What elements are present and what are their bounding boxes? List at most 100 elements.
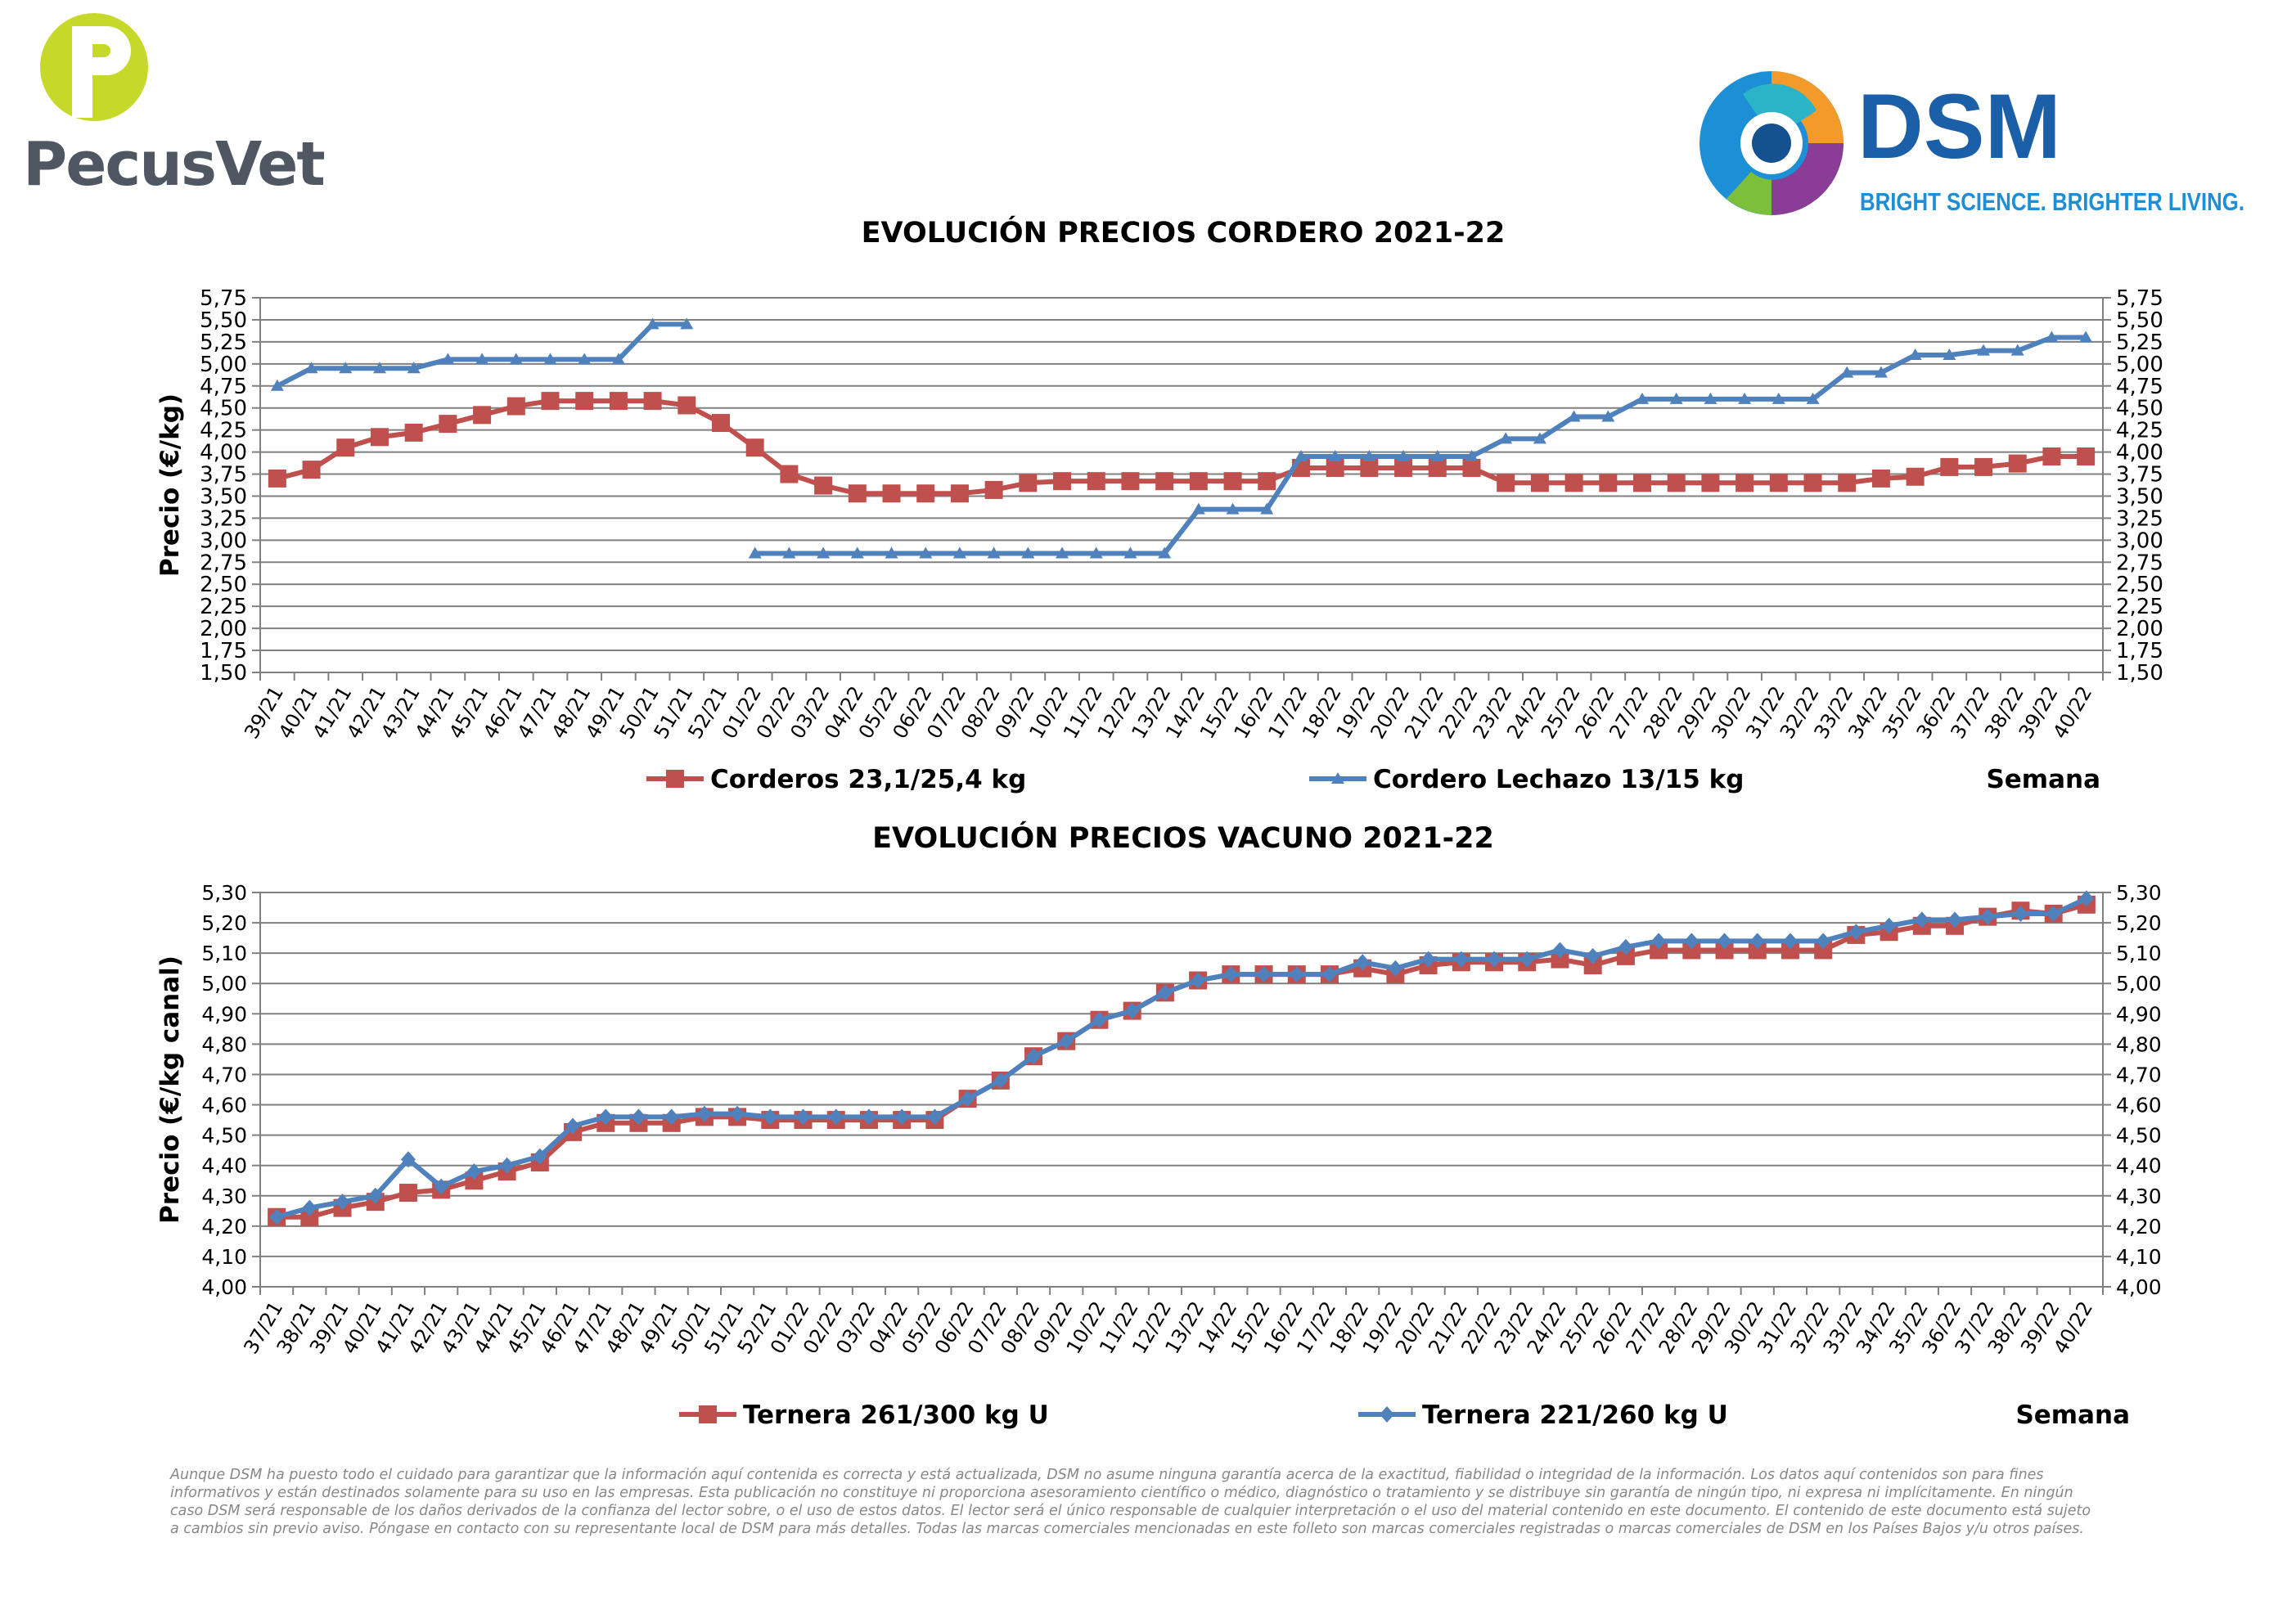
data-point (1191, 972, 1206, 989)
data-point (1636, 392, 1649, 404)
legend-label: Cordero Lechazo 13/15 kg (1373, 765, 1744, 794)
data-point (336, 438, 355, 457)
data-point (1123, 546, 1137, 559)
data-point (712, 414, 730, 433)
data-point (499, 1157, 515, 1174)
y-tick-label: 4,00 (200, 441, 247, 465)
data-point (611, 353, 625, 365)
y-tick-label: 1,75 (200, 639, 247, 663)
data-point (1355, 954, 1371, 971)
legend-label: Corderos 23,1/25,4 kg (710, 765, 1026, 794)
data-point (1258, 472, 1276, 491)
data-point (1056, 546, 1069, 559)
y-tick-label-right: 5,75 (2116, 286, 2163, 311)
y-tick-label: 4,40 (201, 1154, 247, 1178)
legend-item: Ternera 261/300 kg U (679, 1400, 1049, 1430)
data-point (817, 546, 831, 559)
data-point (1294, 449, 1308, 461)
data-point (1453, 951, 1469, 968)
data-point (782, 546, 796, 559)
data-point (894, 1108, 910, 1126)
dsm-logo: DSM BRIGHT SCIENCE. BRIGHTER LIVING. (1699, 71, 2244, 216)
data-point (850, 546, 864, 559)
data-point (1289, 966, 1304, 983)
data-point (1059, 1032, 1074, 1050)
legend-label: Ternera 261/300 kg U (743, 1400, 1049, 1430)
data-point (1840, 366, 1854, 378)
y-tick-label-right: 5,30 (2116, 881, 2162, 905)
x-axis-label: Semana (1986, 765, 2100, 794)
data-point (1769, 474, 1788, 492)
data-point (2008, 454, 2027, 473)
data-point (993, 1072, 1008, 1089)
data-point (598, 1108, 614, 1126)
y-tick-label: 4,70 (201, 1063, 247, 1086)
y-tick-label-right: 2,25 (2116, 595, 2163, 619)
y-tick-label: 4,75 (200, 375, 247, 399)
data-point (1053, 472, 1072, 491)
y-tick-label-right: 3,50 (2116, 484, 2163, 509)
y-tick-label-right: 1,75 (2116, 639, 2163, 663)
y-tick-label: 2,00 (200, 617, 247, 641)
y-tick-label: 4,10 (201, 1245, 247, 1269)
y-tick-label-right: 4,50 (2116, 397, 2163, 421)
y-tick-label-right: 5,20 (2116, 911, 2162, 935)
y-tick-label-right: 4,60 (2116, 1094, 2162, 1117)
data-point (1157, 984, 1173, 1001)
legend-marker (666, 770, 684, 788)
data-point (1121, 472, 1140, 491)
y-tick-label-right: 4,00 (2116, 1275, 2162, 1299)
data-point (1360, 458, 1379, 477)
data-point (1552, 942, 1568, 959)
data-point (407, 362, 421, 374)
data-point (532, 1148, 547, 1165)
y-tick-label: 4,30 (201, 1185, 247, 1208)
data-point (300, 1207, 319, 1226)
chart-cordero: EVOLUCIÓN PRECIOS CORDERO 2021-22 1,50 1,5… (155, 215, 2163, 794)
data-point (473, 406, 492, 425)
data-point (950, 484, 969, 503)
data-point (372, 362, 386, 374)
data-point (1321, 966, 1337, 983)
y-axis-label: Precio (€/kg canal) (155, 955, 185, 1224)
data-point (1430, 449, 1444, 461)
data-point (1633, 474, 1651, 492)
data-point (984, 480, 1003, 499)
data-point (1519, 951, 1535, 968)
data-point (1328, 449, 1342, 461)
data-point (885, 546, 898, 559)
data-point (565, 1117, 581, 1135)
legend-item: Ternera 221/260 kg U (1358, 1400, 1728, 1430)
y-tick-label-right: 5,00 (2116, 972, 2162, 996)
series-2 (269, 890, 2094, 1225)
data-point (1881, 917, 1897, 934)
y-tick-label-right: 4,75 (2116, 375, 2163, 399)
data-point (1551, 950, 1569, 969)
data-point (678, 396, 696, 415)
data-point (268, 469, 286, 488)
data-point (506, 397, 525, 416)
data-point (304, 362, 318, 374)
data-point (1564, 474, 1583, 492)
y-tick-label: 5,10 (201, 942, 247, 965)
y-tick-label-right: 4,80 (2116, 1032, 2162, 1056)
data-point (1814, 941, 1833, 960)
data-point (1650, 941, 1668, 960)
series-1 (268, 392, 2096, 503)
y-tick-label: 5,00 (201, 972, 247, 996)
data-point (1682, 941, 1701, 960)
data-point (475, 353, 489, 365)
data-point (1736, 474, 1754, 492)
data-point (1087, 472, 1105, 491)
data-point (269, 1208, 285, 1225)
data-point (2078, 890, 2094, 907)
data-point (1980, 908, 1996, 925)
data-point (1499, 432, 1513, 444)
data-point (2013, 905, 2028, 922)
data-point (1394, 458, 1413, 477)
data-point (1806, 392, 1820, 404)
y-tick-label: 5,25 (200, 330, 247, 355)
data-point (1838, 474, 1857, 492)
data-point (1567, 410, 1581, 422)
